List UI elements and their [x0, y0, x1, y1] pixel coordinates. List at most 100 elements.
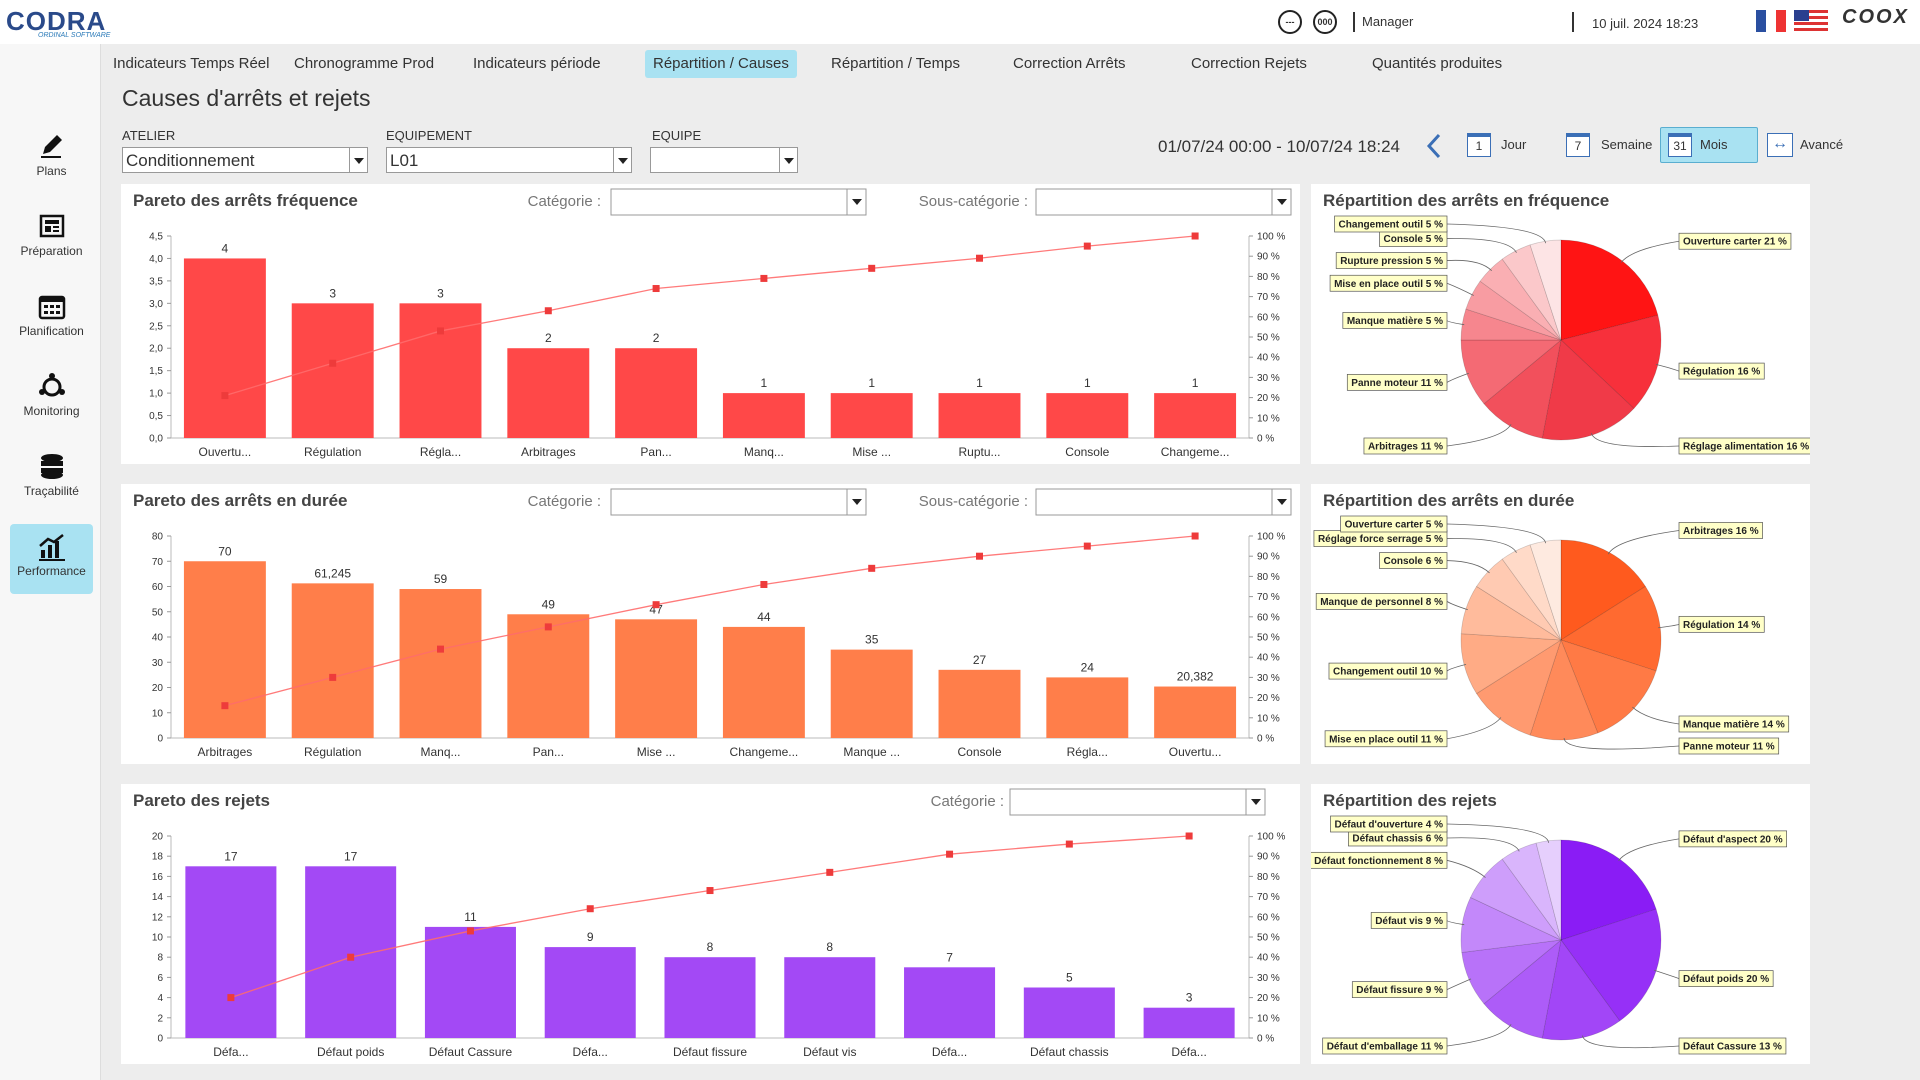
pie-label: Panne moteur 11 % — [1351, 378, 1443, 389]
tab[interactable]: Répartition / Temps — [831, 55, 960, 72]
value-label: 2 — [545, 331, 552, 345]
filter-value[interactable]: Conditionnement — [122, 147, 350, 173]
y-tick-label: 70 — [152, 557, 164, 568]
cumulative-point — [706, 887, 714, 895]
y2-tick-label: 60 % — [1257, 912, 1280, 923]
period-icon[interactable]: 7 — [1566, 133, 1590, 157]
prev-arrow[interactable] — [1424, 132, 1444, 160]
separator — [1572, 12, 1574, 32]
dropdown-arrow[interactable] — [349, 147, 368, 173]
y-tick-label: 1,0 — [149, 389, 163, 400]
y-tick-label: 18 — [152, 852, 164, 863]
dropdown-arrow-glyph — [1277, 499, 1287, 505]
dropdown-arrow[interactable] — [779, 147, 798, 173]
filter-box[interactable] — [1035, 488, 1273, 516]
logo-sub: ORDINAL SOFTWARE — [38, 32, 111, 39]
x-tick-label: Défaut chassis — [1030, 1045, 1109, 1059]
y2-tick-label: 70 % — [1257, 892, 1280, 903]
leader-line — [1446, 320, 1465, 326]
bar — [185, 866, 277, 1038]
y-tick-label: 14 — [152, 892, 164, 903]
dropdown-arrow[interactable] — [613, 147, 632, 173]
y-tick-label: 10 — [152, 708, 164, 719]
sidebar-item[interactable]: Performance — [10, 524, 93, 594]
filter-box[interactable] — [1009, 788, 1247, 816]
y2-tick-label: 50 % — [1257, 633, 1280, 644]
x-tick-label: Régla... — [1067, 745, 1108, 759]
pie-label: Manque matière 5 % — [1347, 316, 1443, 327]
leader-line — [1618, 838, 1680, 861]
y-tick-label: 80 — [152, 532, 164, 543]
sidebar-item[interactable]: Monitoring — [10, 364, 93, 434]
y-tick-label: 20 — [152, 832, 164, 843]
status-icon[interactable]: 000 — [1313, 10, 1337, 34]
pie-label-box — [1335, 252, 1448, 269]
period-icon[interactable]: 31 — [1668, 133, 1692, 157]
period-label[interactable]: Semaine — [1601, 137, 1653, 152]
period-label[interactable]: Avancé — [1800, 137, 1844, 152]
x-tick-label: Régulation — [304, 745, 361, 759]
x-tick-label: Ruptu... — [958, 445, 1000, 459]
tab[interactable]: Chronogramme Prod — [294, 55, 435, 72]
y-tick-label: 8 — [157, 953, 163, 964]
value-label: 17 — [224, 849, 238, 863]
pie-label: Réglage force serrage 5 % — [1318, 534, 1443, 545]
cumulative-point — [652, 601, 660, 609]
pie-label: Panne moteur 11 % — [1683, 742, 1775, 753]
value-label: 27 — [973, 653, 987, 667]
period-icon[interactable]: 1 — [1467, 133, 1491, 157]
chart-panel: Pareto des rejets Catégorie : 0 2 4 6 8 10 12 14 1… — [121, 784, 1300, 1064]
sidebar-item[interactable]: Préparation — [10, 204, 93, 274]
pie-label: Rupture pression 5 % — [1340, 256, 1443, 267]
filter-box[interactable] — [610, 188, 848, 216]
y2-tick-label: 100 % — [1257, 232, 1285, 243]
filter-value[interactable]: L01 — [386, 147, 614, 173]
x-tick-label: Régla... — [420, 445, 461, 459]
cumulative-point — [1191, 532, 1199, 540]
sidebar-item[interactable]: Planification — [10, 284, 93, 354]
bar — [291, 583, 374, 738]
pie-label-box — [1340, 515, 1448, 533]
sidebar-item[interactable]: Plans — [10, 124, 93, 194]
flags[interactable] — [1756, 10, 1828, 34]
user[interactable]: Manager — [1362, 14, 1414, 29]
pie-label: Régulation 14 % — [1683, 620, 1760, 631]
bar — [1023, 987, 1115, 1038]
cumulative-line — [224, 235, 1196, 397]
period-label[interactable]: Mois — [1700, 137, 1728, 152]
value-label: 61,245 — [314, 566, 351, 580]
x-tick-label: Défaut poids — [317, 1045, 384, 1059]
tab[interactable]: Correction Arrêts — [1013, 55, 1126, 72]
tab[interactable]: Indicateurs période — [473, 55, 601, 72]
period-label[interactable]: Jour — [1501, 137, 1527, 152]
cumulative-point — [437, 645, 444, 653]
filter-box[interactable] — [1035, 188, 1273, 216]
pie-label: Ouverture carter 5 % — [1345, 520, 1443, 531]
filter-box[interactable] — [610, 488, 848, 516]
chart: Répartition des rejets Défaut d'aspect 20… — [1309, 791, 1787, 1055]
sidebar-label: Performance — [17, 564, 86, 578]
tab[interactable]: Répartition / Causes — [645, 50, 797, 78]
chart-panel: Pareto des arrêts fréquence Catégorie : So… — [121, 184, 1300, 464]
tab[interactable]: Indicateurs Temps Réel — [113, 55, 270, 72]
y2-tick-label: 0 % — [1257, 434, 1274, 445]
pie-label: Régulation 16 % — [1683, 367, 1760, 378]
bar — [183, 561, 266, 738]
value-label: 70 — [218, 544, 232, 558]
chart: Pareto des rejets Catégorie : 0 2 4 6 8 10 12 14 1… — [133, 788, 1285, 1059]
filter-value[interactable] — [650, 147, 780, 173]
x-tick-label: Arbitrages — [521, 445, 576, 459]
leader-line — [1446, 259, 1492, 271]
x-tick-label: Changeme... — [1161, 445, 1230, 459]
status-icon[interactable]: --- — [1278, 10, 1302, 34]
y2-tick-label: 80 % — [1257, 872, 1280, 883]
leader-line — [1446, 717, 1502, 740]
tab[interactable]: Correction Rejets — [1191, 55, 1307, 72]
value-label: 3 — [437, 286, 444, 300]
sidebar-item[interactable]: Traçabilité — [10, 444, 93, 514]
y2-tick-label: 90 % — [1257, 552, 1280, 563]
value-label: 59 — [434, 572, 448, 586]
period-icon[interactable]: ↔ — [1767, 133, 1793, 157]
tab[interactable]: Quantités produites — [1372, 55, 1503, 72]
cumulative-point — [586, 905, 594, 913]
